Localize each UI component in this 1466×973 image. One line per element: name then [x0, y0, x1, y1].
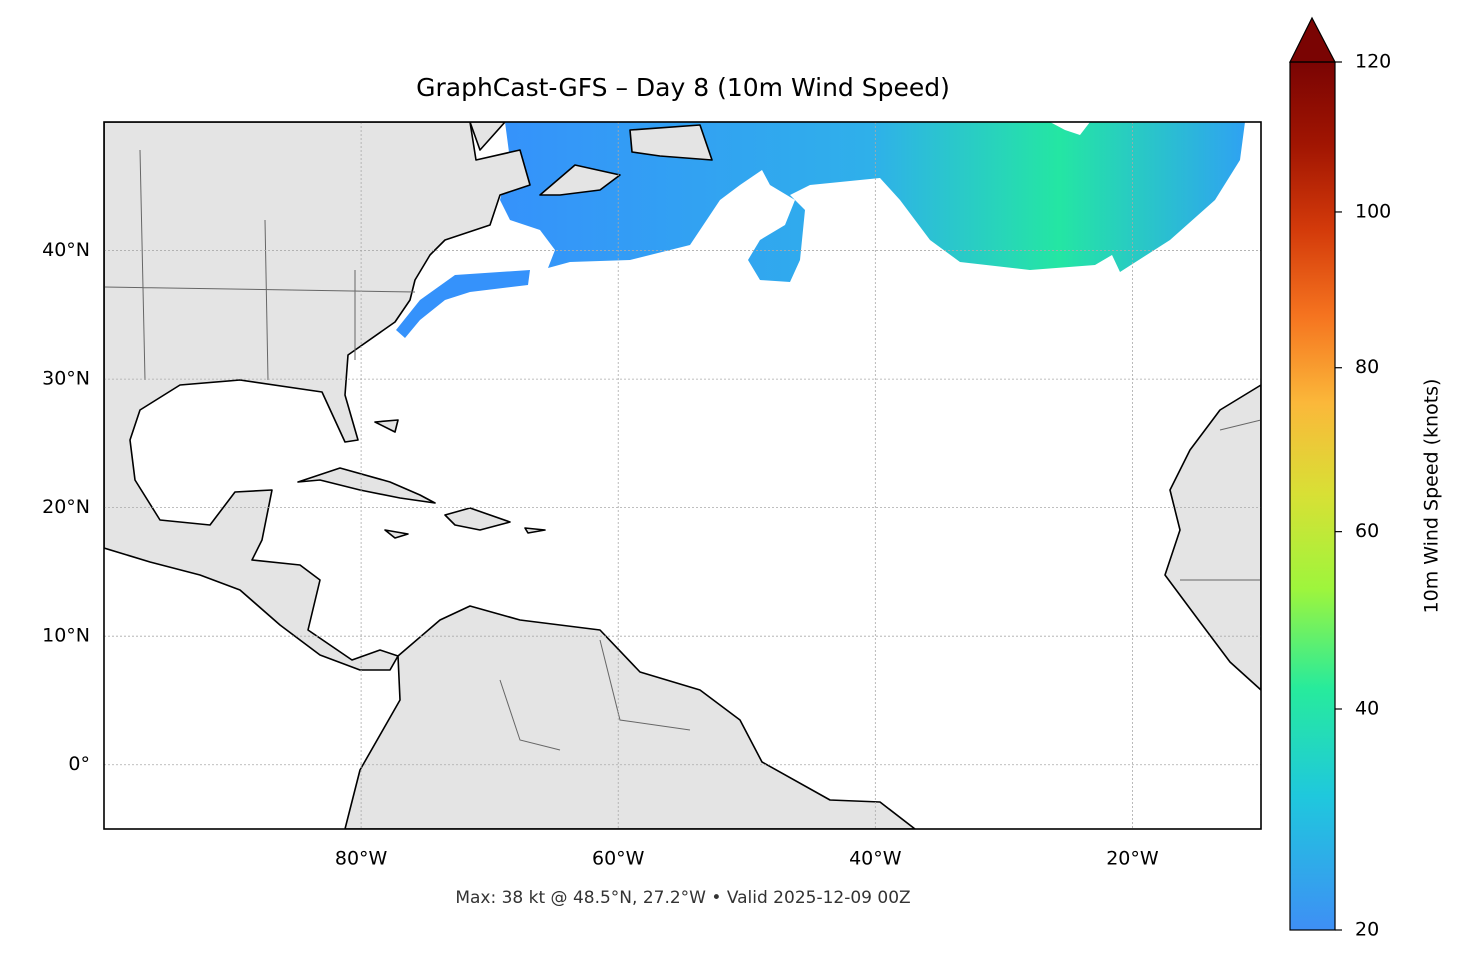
- wind-field: [500, 122, 1245, 282]
- land: [104, 122, 531, 671]
- colorbar-tick-label: 40: [1355, 697, 1379, 719]
- map-frame: [103, 121, 1262, 830]
- wind-field: [396, 270, 530, 338]
- map-title: GraphCast-GFS – Day 8 (10m Wind Speed): [416, 73, 950, 102]
- colorbar-tick-label: 80: [1355, 356, 1379, 378]
- colorbar: [1290, 62, 1335, 930]
- x-tick-label: 20°W: [1106, 848, 1159, 870]
- y-tick-label: 30°N: [42, 368, 90, 390]
- map-area: [104, 122, 1261, 829]
- colorbar-label: 10m Wind Speed (knots): [1421, 379, 1443, 614]
- x-tick-label: 40°W: [849, 848, 902, 870]
- y-tick-label: 20°N: [42, 496, 90, 518]
- annotation: Max: 38 kt @ 48.5°N, 27.2°W • Valid 2025…: [455, 888, 910, 908]
- border: [104, 149, 1261, 751]
- island: [297, 419, 546, 539]
- colorbar-tick-label: 20: [1355, 919, 1379, 941]
- colorbar-extension: [1289, 16, 1336, 63]
- y-tick-label: 10°N: [42, 625, 90, 647]
- land: [344, 605, 916, 829]
- y-tick-label: 40°N: [42, 239, 90, 261]
- colorbar-frame: [1289, 61, 1336, 931]
- x-tick-label: 80°W: [335, 848, 388, 870]
- wind-field: [1050, 122, 1090, 135]
- x-tick-label: 60°W: [592, 848, 645, 870]
- colorbar-tick-label: 120: [1355, 51, 1391, 73]
- colorbar-tick-label: 60: [1355, 520, 1379, 542]
- colorbar-tick-label: 100: [1355, 200, 1391, 222]
- land: [469, 122, 713, 196]
- land: [1164, 384, 1261, 691]
- y-tick-label: 0°: [68, 753, 90, 775]
